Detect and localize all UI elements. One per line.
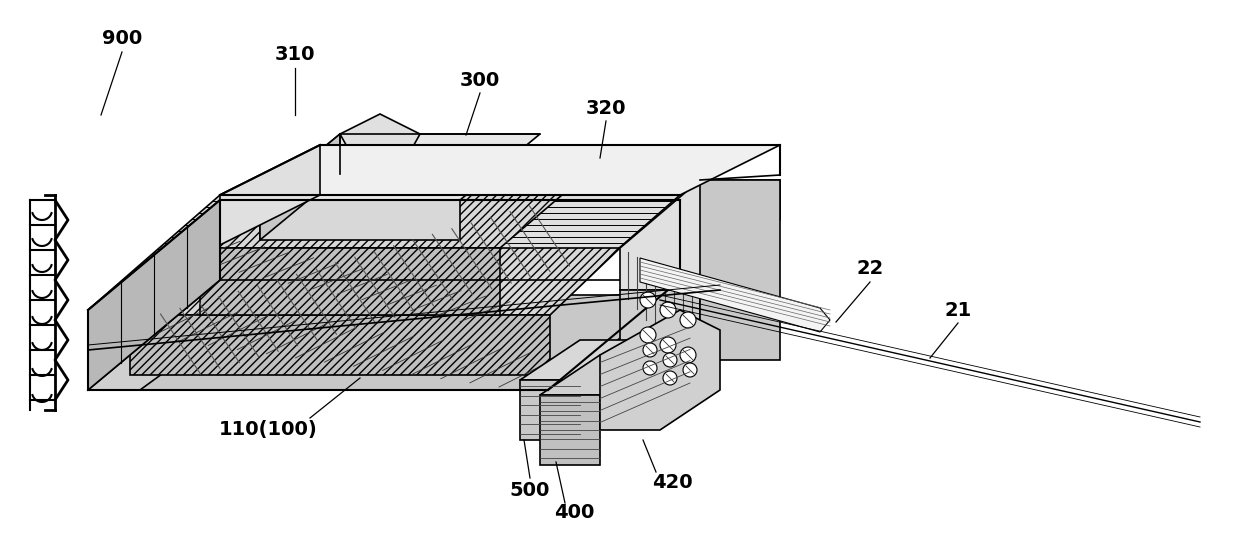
Polygon shape	[520, 340, 641, 380]
Circle shape	[660, 302, 676, 318]
Text: 110(100): 110(100)	[218, 420, 317, 439]
Polygon shape	[88, 195, 680, 310]
Circle shape	[643, 343, 657, 357]
Text: 300: 300	[460, 70, 501, 90]
Circle shape	[680, 347, 696, 363]
Polygon shape	[199, 248, 501, 315]
Polygon shape	[88, 200, 221, 390]
Polygon shape	[140, 295, 680, 390]
Polygon shape	[199, 195, 563, 248]
Polygon shape	[221, 145, 781, 195]
Circle shape	[660, 337, 676, 353]
Polygon shape	[641, 258, 830, 332]
Polygon shape	[130, 248, 620, 315]
Polygon shape	[88, 310, 548, 390]
Circle shape	[663, 353, 676, 367]
Circle shape	[683, 363, 698, 377]
Circle shape	[663, 371, 676, 385]
Text: 420: 420	[652, 474, 693, 493]
Text: 22: 22	[856, 259, 883, 278]
Text: 500: 500	[509, 480, 550, 500]
Polygon shape	[700, 180, 781, 360]
Text: 320: 320	[586, 99, 626, 117]
Polygon shape	[130, 315, 550, 375]
Polygon shape	[620, 180, 781, 290]
Polygon shape	[620, 290, 700, 380]
Polygon shape	[520, 380, 580, 440]
Text: 900: 900	[102, 28, 142, 48]
Circle shape	[643, 361, 657, 375]
Polygon shape	[339, 114, 420, 170]
Polygon shape	[540, 355, 660, 395]
Text: 310: 310	[275, 45, 315, 64]
Circle shape	[641, 292, 655, 308]
Polygon shape	[540, 395, 600, 465]
Text: 400: 400	[554, 504, 595, 522]
Polygon shape	[260, 134, 339, 240]
Polygon shape	[221, 145, 320, 245]
Polygon shape	[260, 134, 540, 200]
Circle shape	[641, 327, 655, 343]
Text: 21: 21	[944, 300, 971, 320]
Circle shape	[680, 312, 696, 328]
Polygon shape	[260, 200, 460, 240]
Polygon shape	[600, 310, 720, 430]
